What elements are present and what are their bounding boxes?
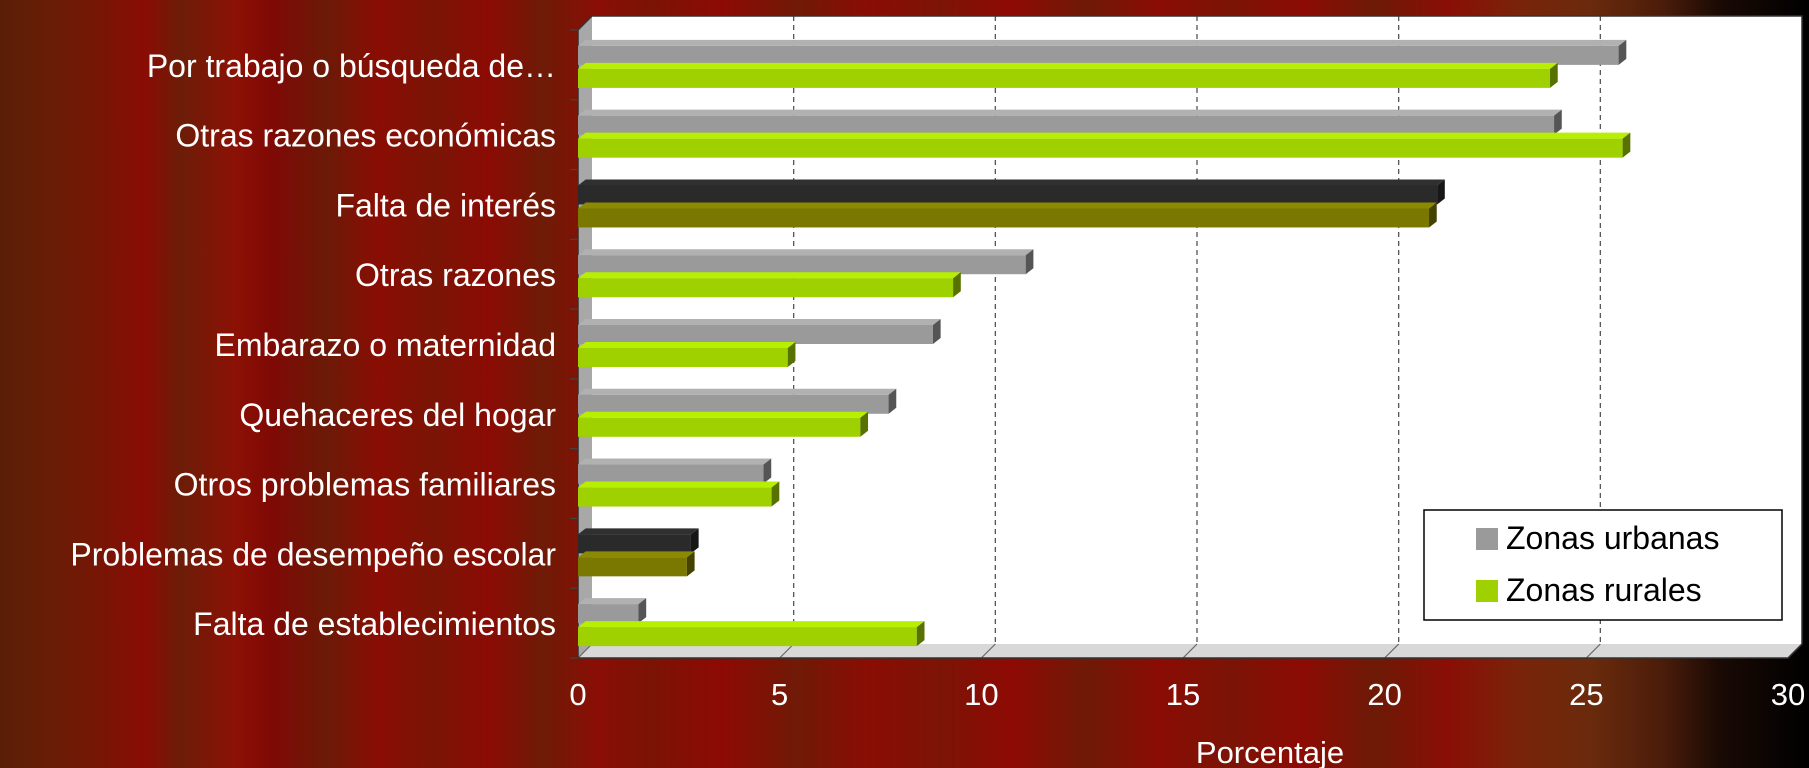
bar-rural: [578, 62, 1558, 88]
legend: Zonas urbanas Zonas rurales: [1423, 509, 1783, 621]
category-label: Falta de interés: [335, 187, 556, 223]
bar-rural: [578, 551, 695, 577]
bar-urban: [578, 458, 772, 484]
category-label: Quehaceres del hogar: [239, 397, 556, 433]
bar-urban: [578, 179, 1445, 205]
bar-urban: [578, 249, 1034, 275]
x-tick-label: 30: [1771, 677, 1805, 712]
plot-outline: [577, 15, 1803, 659]
category-label: Otras razones económicas: [175, 118, 556, 154]
x-tick-label: 15: [1166, 677, 1200, 712]
bars: [578, 39, 1631, 647]
legend-swatch: [1476, 580, 1498, 602]
floor-tick: [980, 643, 996, 659]
bar-rural: [578, 272, 961, 298]
x-tick-label: 0: [569, 677, 586, 712]
x-tick-label: 25: [1569, 677, 1603, 712]
plot-back-wall: [592, 16, 1802, 644]
floor-tick: [1384, 643, 1400, 659]
bar-rural: [578, 411, 869, 437]
legend-swatch: [1476, 528, 1498, 550]
category-label: Problemas de desempeño escolar: [70, 536, 556, 572]
bar-rural: [578, 132, 1631, 158]
floor-tick: [1182, 643, 1198, 659]
category-label: Embarazo o maternidad: [214, 327, 556, 363]
bar-urban: [578, 388, 897, 414]
bar-urban: [578, 598, 647, 624]
floor-tick: [577, 643, 593, 659]
plot-area: [570, 15, 1803, 659]
x-tick-label: 20: [1367, 677, 1401, 712]
legend-label: Zonas rurales: [1506, 572, 1702, 608]
floor-tick: [1585, 643, 1601, 659]
bar-rural: [578, 202, 1437, 228]
bar-rural: [578, 621, 925, 647]
bar-urban: [578, 39, 1627, 65]
category-label: Falta de establecimientos: [193, 606, 556, 642]
x-tick-label: 10: [964, 677, 998, 712]
bar-urban: [578, 528, 699, 554]
category-label: Otras razones: [355, 257, 556, 293]
x-axis-title: Porcentaje: [1196, 735, 1344, 768]
x-tick-label: 5: [771, 677, 788, 712]
legend-label: Zonas urbanas: [1506, 520, 1719, 556]
category-labels: Por trabajo o búsqueda de… Otras razones …: [70, 48, 556, 642]
bar-urban: [578, 109, 1562, 135]
category-label: Otros problemas familiares: [174, 467, 556, 503]
floor-tick: [779, 643, 795, 659]
category-label: Por trabajo o búsqueda de…: [147, 48, 556, 84]
x-tick-labels: 0 5 10 15 20 25 30: [569, 677, 1805, 712]
bar-rural: [578, 481, 780, 507]
bar-urban: [578, 319, 941, 344]
bar-rural: [578, 342, 796, 367]
